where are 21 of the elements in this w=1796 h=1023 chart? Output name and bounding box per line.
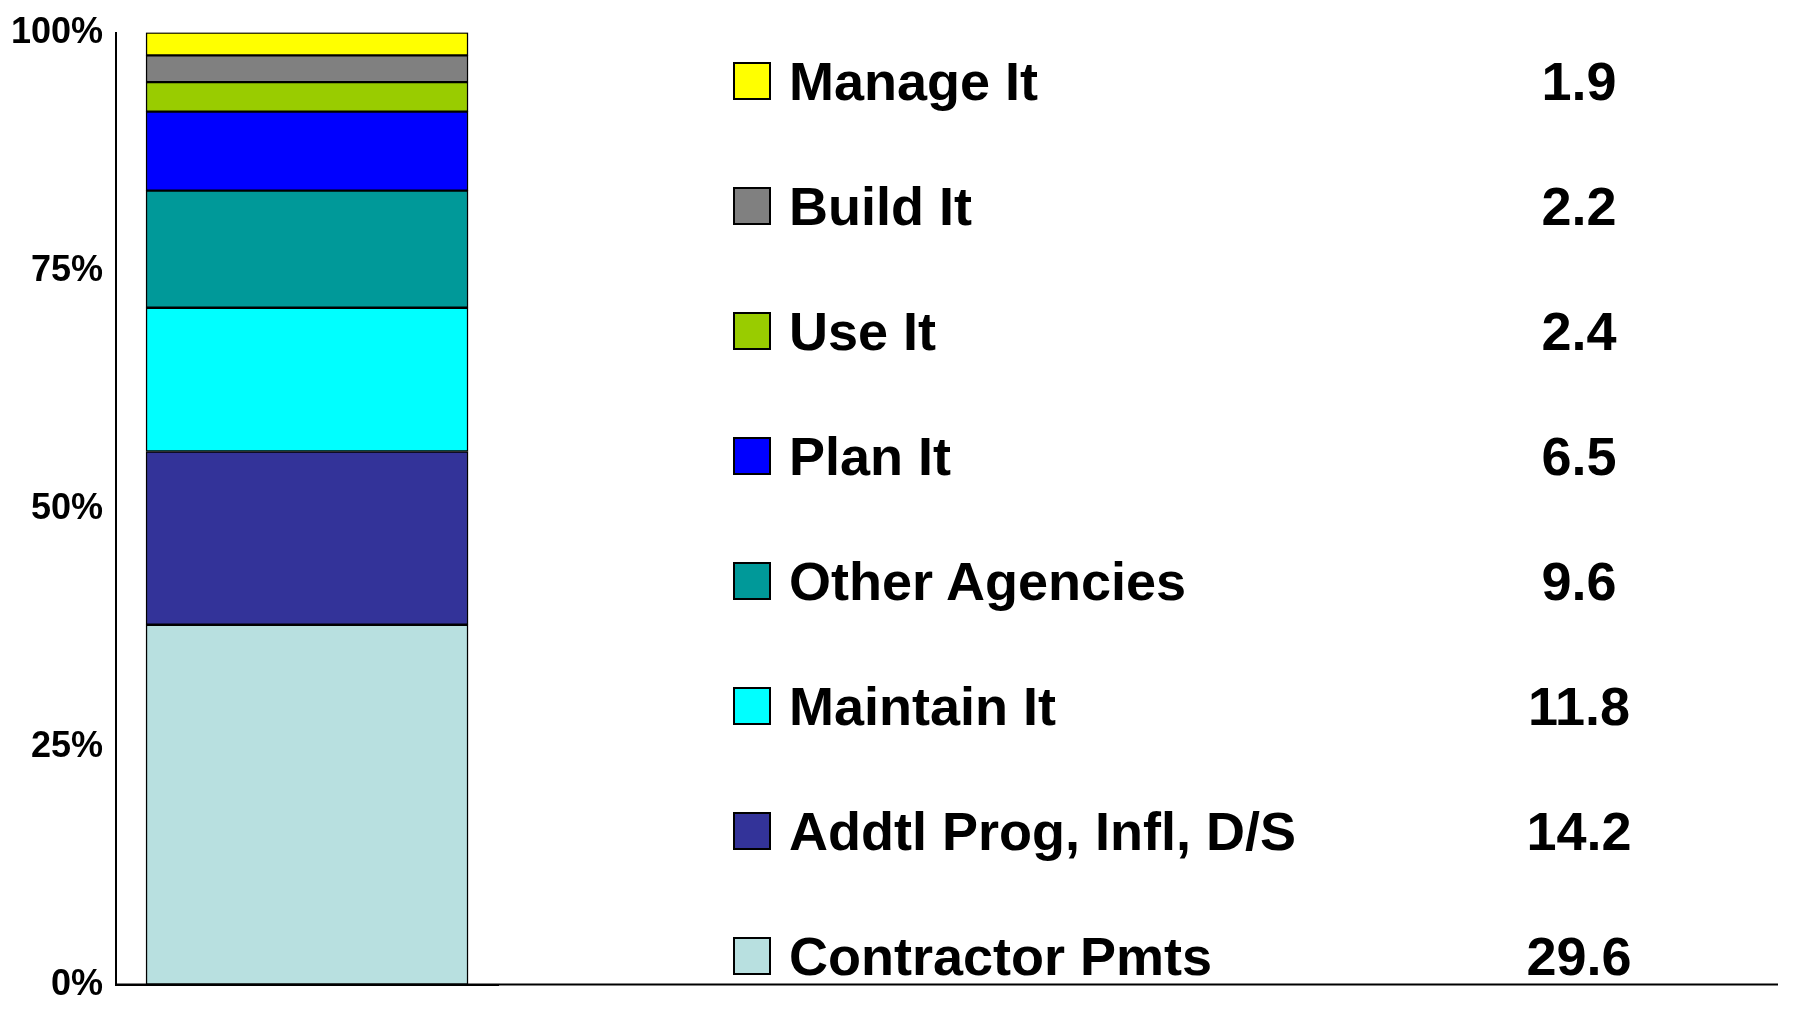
text: 11.8 xyxy=(1526,676,1632,736)
text: Contractor Pmts xyxy=(789,926,1214,986)
y-tick-label: 100% xyxy=(11,9,104,51)
y-tick-label: 25% xyxy=(31,723,104,765)
text: 14.2 xyxy=(1525,801,1633,861)
legend-label: Use It xyxy=(789,301,938,361)
text: 9.6 xyxy=(1540,551,1618,611)
text: 1.9 xyxy=(1540,51,1618,111)
text: 6.5 xyxy=(1540,426,1618,486)
legend-label: Manage It xyxy=(789,51,1040,111)
text: 2.2 xyxy=(1540,176,1618,236)
y-tick-label: 50% xyxy=(31,485,104,527)
text: 29.6 xyxy=(1525,926,1633,986)
legend-label: Addtl Prog, Infl, D/S xyxy=(789,801,1297,861)
legend-label: Maintain It xyxy=(789,676,1057,736)
legend-label: Build It xyxy=(789,176,973,236)
legend-label: Other Agencies xyxy=(789,551,1188,611)
y-tick-label: 75% xyxy=(31,247,104,289)
text: 2.4 xyxy=(1540,301,1618,361)
y-tick-label: 0% xyxy=(51,961,104,1003)
legend-label: Plan It xyxy=(789,426,953,486)
